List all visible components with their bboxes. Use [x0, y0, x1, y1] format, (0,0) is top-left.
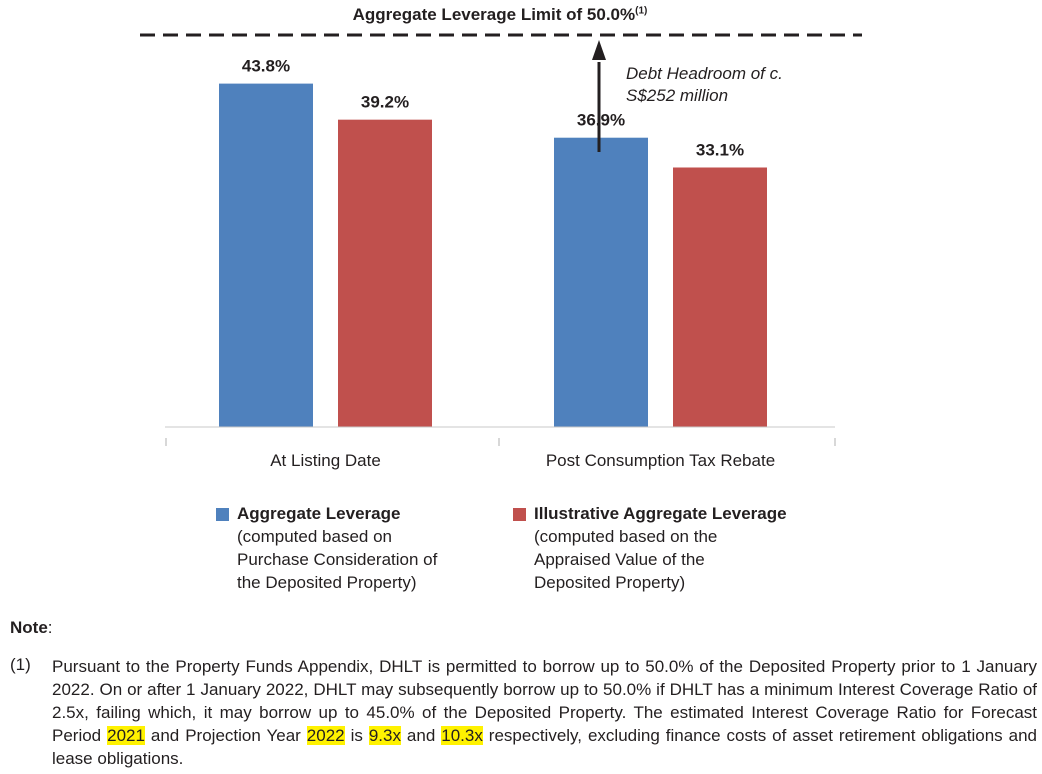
bar-illustrative-listing-date: [338, 119, 432, 427]
note-body: Pursuant to the Property Funds Appendix,…: [52, 655, 1037, 770]
bar-aggregate-post-rebate: [554, 137, 648, 428]
note-text-part: is: [344, 726, 369, 745]
highlight-9-3x: 9.3x: [368, 726, 401, 745]
legend-desc-line: (computed based on the: [534, 527, 718, 546]
legend-desc-line: (computed based on: [237, 527, 392, 546]
leverage-chart: 43.8% 39.2% 36.9% 33.1% At Listing Date Post…: [140, 33, 862, 470]
note-heading-colon: :: [47, 618, 53, 637]
note-text-part: respectively, excluding finance costs of…: [52, 726, 1037, 768]
headroom-arrow: [592, 40, 606, 152]
legend-desc-line: the Deposited Property): [237, 573, 417, 592]
highlight-2021: 2021: [107, 726, 145, 745]
debt-headroom-line-1: Debt Headroom of c.: [626, 64, 783, 83]
legend-desc-line: Purchase Consideration of: [237, 550, 438, 569]
note-text-part: and: [400, 726, 442, 745]
note-heading-text: Note: [10, 618, 48, 637]
leverage-limit-title: Aggregate Leverage Limit of 50.0%(1): [0, 5, 1000, 25]
legend-swatch-red: [513, 508, 526, 521]
legend-text: Aggregate Leverage (computed based on Pu…: [237, 502, 437, 594]
legend-title: Aggregate Leverage: [237, 504, 401, 523]
bar-value-label: 36.9%: [577, 111, 625, 130]
category-label: Post Consumption Tax Rebate: [546, 451, 775, 470]
debt-headroom-line-2: S$252 million: [626, 86, 729, 105]
highlight-10-3x: 10.3x: [441, 726, 483, 745]
bar-value-label: 43.8%: [242, 57, 290, 76]
note-text-part: Pursuant to the Property Funds Appendix,…: [52, 657, 1037, 745]
highlight-2022: 2022: [306, 726, 345, 745]
bar-illustrative-post-rebate: [673, 167, 767, 427]
bar-value-label: 39.2%: [361, 93, 409, 112]
legend-swatch-blue: [216, 508, 229, 521]
note-heading: Note:: [10, 618, 53, 638]
legend-desc-line: Appraised Value of the: [534, 550, 705, 569]
leverage-limit-footnote: (1): [635, 5, 648, 17]
bar-aggregate-listing-date: [219, 83, 313, 427]
category-label: At Listing Date: [270, 451, 381, 470]
bar-value-label: 33.1%: [696, 140, 744, 159]
note-number: (1): [10, 655, 31, 674]
legend-desc-line: Deposited Property): [534, 573, 686, 592]
debt-headroom-annotation: Debt Headroom of c. S$252 million: [626, 63, 783, 107]
leverage-limit-title-text: Aggregate Leverage Limit of 50.0%: [352, 5, 636, 24]
note-text-part: and Projection Year: [144, 726, 307, 745]
legend-title: Illustrative Aggregate Leverage: [534, 504, 787, 523]
legend-text: Illustrative Aggregate Leverage (compute…: [534, 502, 787, 594]
